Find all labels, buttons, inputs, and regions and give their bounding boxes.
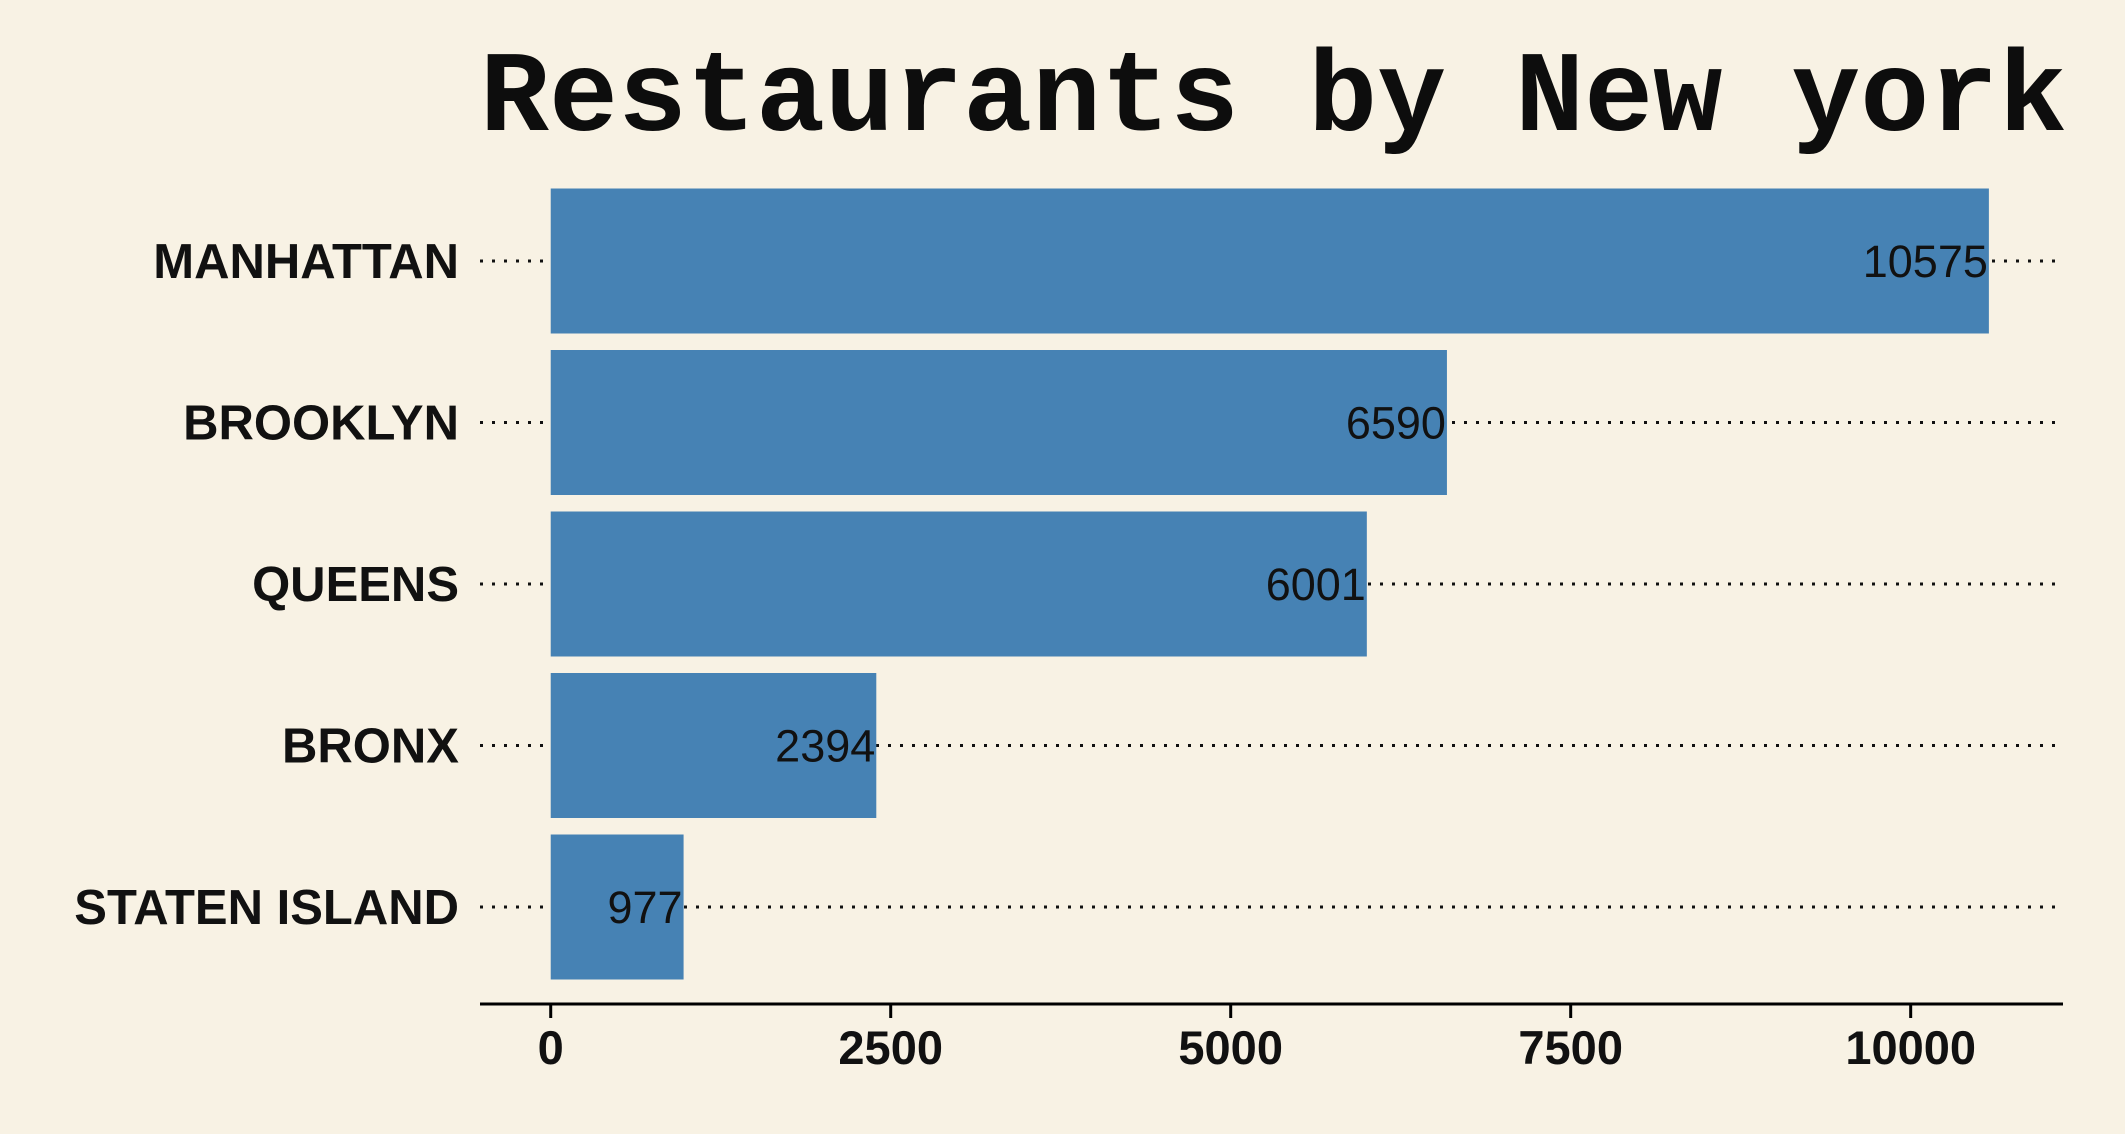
data-label: 6590 (1346, 398, 1446, 449)
tick-label: 2500 (838, 1021, 943, 1074)
x-axis-ticks: 0 2500 5000 7500 10000 (538, 1004, 1976, 1074)
chart-title: Restaurants by New york (480, 34, 2067, 165)
category-label: BROOKLYN (183, 397, 459, 451)
bar (550, 673, 877, 818)
data-labels: 10575 6590 6001 2394 977 (607, 236, 1987, 933)
category-label: MANHATTAN (153, 235, 459, 289)
data-label: 977 (607, 882, 682, 933)
bar (550, 511, 1367, 657)
data-label: 10575 (1863, 236, 1988, 287)
category-label: STATEN ISLAND (74, 881, 459, 935)
tick-label: 10000 (1845, 1021, 1976, 1074)
category-label: BRONX (282, 720, 459, 774)
bar (550, 834, 684, 980)
tick-label: 7500 (1518, 1021, 1623, 1074)
tick-label: 0 (538, 1021, 564, 1074)
data-label: 6001 (1266, 559, 1366, 610)
bars (550, 188, 1989, 980)
category-labels: MANHATTAN BROOKLYN QUEENS BRONX STATEN ISLAN… (74, 235, 459, 935)
bar (550, 350, 1447, 495)
bar (550, 188, 1989, 334)
data-label: 2394 (775, 721, 875, 772)
tick-label: 5000 (1178, 1021, 1283, 1074)
category-label: QUEENS (252, 558, 459, 612)
